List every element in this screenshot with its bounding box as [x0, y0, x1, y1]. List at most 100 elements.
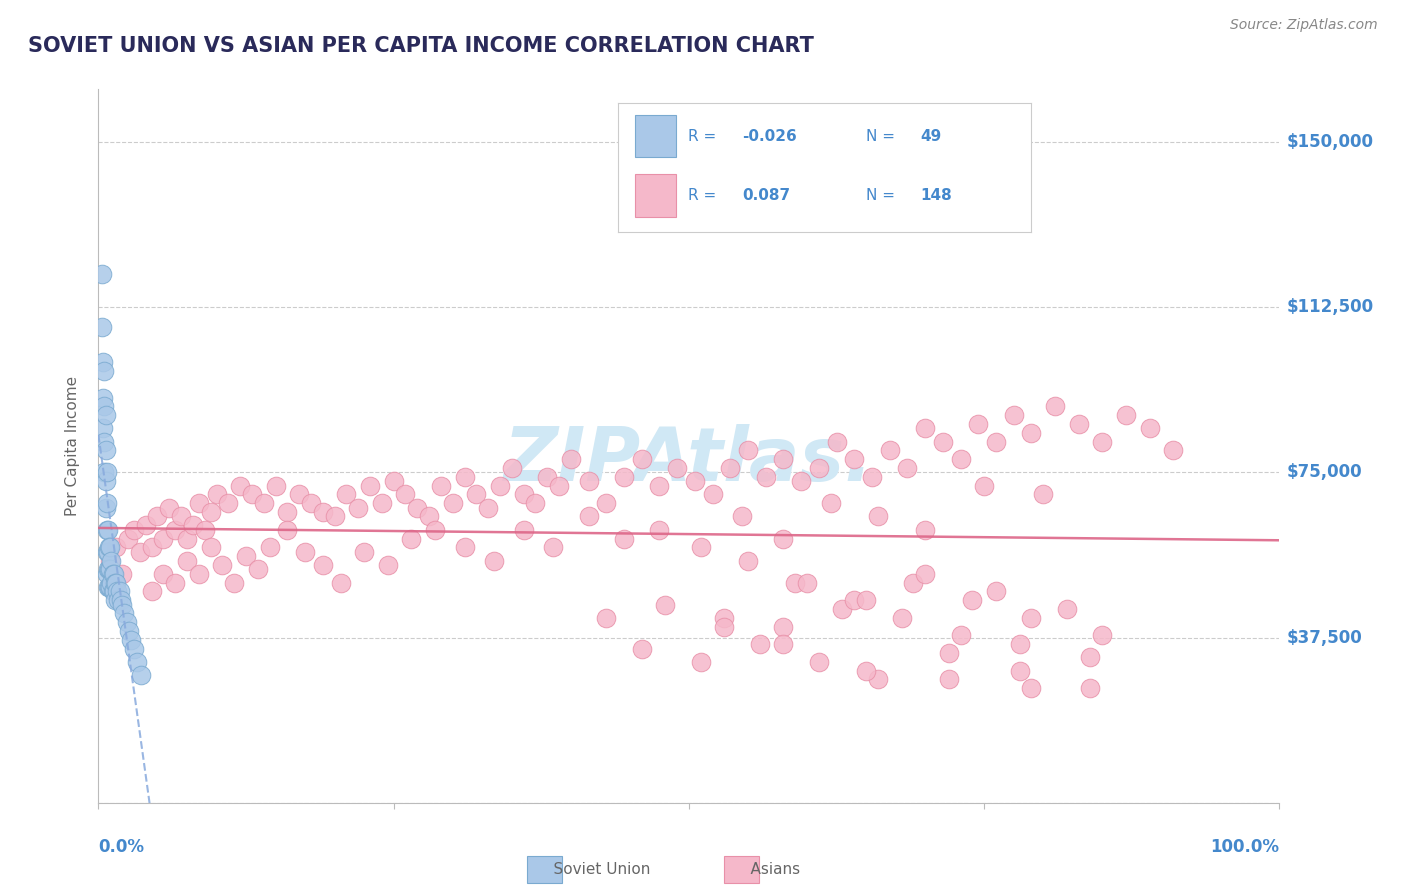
Point	[264, 478, 287, 492]
Point	[418, 509, 440, 524]
Point	[229, 478, 252, 492]
Point	[807, 655, 830, 669]
Point	[1139, 421, 1161, 435]
Point	[347, 500, 370, 515]
Point	[807, 461, 830, 475]
Point	[146, 509, 169, 524]
Point	[323, 509, 346, 524]
Point	[359, 478, 381, 492]
Text: $112,500: $112,500	[1286, 298, 1374, 317]
Point	[194, 523, 217, 537]
Point	[1008, 664, 1031, 678]
Point	[465, 487, 488, 501]
Point	[796, 575, 818, 590]
Point	[96, 496, 118, 510]
Point	[938, 646, 960, 660]
Point	[785, 575, 807, 590]
Point	[501, 461, 523, 475]
Point	[110, 593, 132, 607]
Point	[949, 628, 972, 642]
Point	[224, 575, 246, 590]
Point	[105, 584, 128, 599]
Point	[135, 518, 157, 533]
Point	[97, 545, 120, 559]
Point	[512, 523, 534, 537]
Point	[98, 541, 121, 555]
Point	[94, 408, 117, 422]
Point	[689, 541, 711, 555]
Point	[423, 523, 446, 537]
Point	[855, 593, 877, 607]
Text: ZIPAtlas.: ZIPAtlas.	[505, 424, 873, 497]
Point	[890, 611, 912, 625]
Text: Source: ZipAtlas.com: Source: ZipAtlas.com	[1230, 18, 1378, 32]
Point	[187, 566, 209, 581]
Point	[141, 584, 163, 599]
Point	[103, 566, 125, 581]
Point	[844, 593, 866, 607]
Point	[96, 466, 118, 480]
Point	[949, 452, 972, 467]
Point	[1161, 443, 1184, 458]
Point	[93, 434, 115, 449]
Point	[755, 470, 778, 484]
Point	[246, 562, 269, 576]
Point	[211, 558, 233, 572]
Point	[1091, 434, 1114, 449]
Point	[1091, 628, 1114, 642]
Point	[489, 478, 512, 492]
Point	[879, 443, 901, 458]
Point	[165, 523, 187, 537]
Point	[613, 470, 636, 484]
Point	[453, 541, 475, 555]
Point	[240, 487, 263, 501]
Point	[453, 470, 475, 484]
Point	[104, 593, 127, 607]
Point	[96, 523, 118, 537]
Point	[127, 655, 149, 669]
Point	[790, 475, 813, 489]
Point	[165, 575, 187, 590]
Text: 0.0%: 0.0%	[98, 838, 145, 856]
Point	[93, 364, 115, 378]
Point	[157, 500, 180, 515]
Point	[112, 607, 135, 621]
Point	[548, 478, 571, 492]
Point	[276, 523, 298, 537]
Point	[772, 637, 794, 651]
Point	[541, 541, 564, 555]
Point	[276, 505, 298, 519]
Point	[1080, 681, 1102, 696]
Point	[101, 566, 124, 581]
Point	[91, 355, 114, 369]
Point	[98, 541, 121, 555]
Point	[713, 619, 735, 633]
Point	[98, 580, 121, 594]
Point	[702, 487, 724, 501]
Point	[430, 478, 453, 492]
Point	[100, 575, 122, 590]
Point	[382, 475, 405, 489]
Point	[94, 475, 117, 489]
Point	[299, 496, 322, 510]
Point	[630, 641, 652, 656]
Point	[844, 452, 866, 467]
Point	[176, 553, 198, 567]
Point	[129, 668, 152, 682]
Point	[91, 391, 114, 405]
Text: Asians: Asians	[731, 863, 800, 877]
Point	[97, 580, 120, 594]
Point	[648, 478, 671, 492]
Point	[896, 461, 918, 475]
Point	[731, 509, 754, 524]
Point	[1056, 602, 1078, 616]
Point	[772, 532, 794, 546]
Point	[578, 509, 600, 524]
Point	[141, 541, 163, 555]
Point	[253, 496, 276, 510]
Point	[1021, 611, 1043, 625]
Point	[737, 443, 759, 458]
Point	[118, 624, 141, 638]
Point	[176, 532, 198, 546]
Point	[512, 487, 534, 501]
